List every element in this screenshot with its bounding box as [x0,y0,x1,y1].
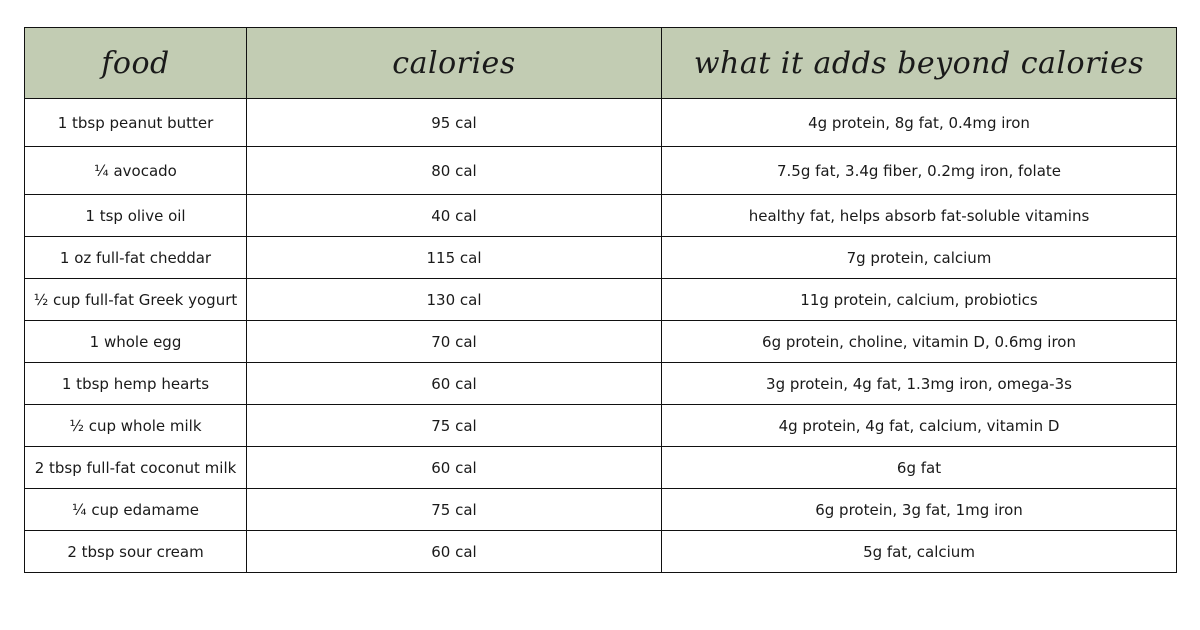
food-calorie-table: food calories what it adds beyond calori… [24,27,1177,573]
header-food: food [24,27,247,99]
cell-food: ½ cup full-fat Greek yogurt [24,278,247,321]
cell-calories: 75 cal [246,404,662,447]
table-row: 1 tsp olive oil 40 cal healthy fat, help… [24,194,1177,237]
cell-adds: 7.5g fat, 3.4g fiber, 0.2mg iron, folate [661,146,1177,195]
cell-adds: 4g protein, 8g fat, 0.4mg iron [661,98,1177,147]
cell-food: 1 tbsp peanut butter [24,98,247,147]
cell-calories: 60 cal [246,530,662,573]
cell-calories: 95 cal [246,98,662,147]
cell-calories: 60 cal [246,446,662,489]
cell-adds: 6g protein, choline, vitamin D, 0.6mg ir… [661,320,1177,363]
cell-food: 1 tsp olive oil [24,194,247,237]
table-row: 1 whole egg 70 cal 6g protein, choline, … [24,320,1177,363]
cell-calories: 60 cal [246,362,662,405]
cell-calories: 80 cal [246,146,662,195]
cell-adds: 6g protein, 3g fat, 1mg iron [661,488,1177,531]
header-adds: what it adds beyond calories [661,27,1177,99]
cell-calories: 70 cal [246,320,662,363]
table-row: ½ cup full-fat Greek yogurt 130 cal 11g … [24,278,1177,321]
cell-calories: 130 cal [246,278,662,321]
cell-adds: 7g protein, calcium [661,236,1177,279]
table-row: 1 tbsp hemp hearts 60 cal 3g protein, 4g… [24,362,1177,405]
cell-food: ¼ cup edamame [24,488,247,531]
cell-adds: 6g fat [661,446,1177,489]
cell-adds: 4g protein, 4g fat, calcium, vitamin D [661,404,1177,447]
cell-adds: healthy fat, helps absorb fat-soluble vi… [661,194,1177,237]
cell-food: ¼ avocado [24,146,247,195]
cell-food: 2 tbsp full-fat coconut milk [24,446,247,489]
table-row: ½ cup whole milk 75 cal 4g protein, 4g f… [24,404,1177,447]
table-row: ¼ cup edamame 75 cal 6g protein, 3g fat,… [24,488,1177,531]
cell-food: 1 oz full-fat cheddar [24,236,247,279]
cell-food: 1 tbsp hemp hearts [24,362,247,405]
cell-food: ½ cup whole milk [24,404,247,447]
cell-adds: 3g protein, 4g fat, 1.3mg iron, omega-3s [661,362,1177,405]
header-row: food calories what it adds beyond calori… [24,27,1177,99]
cell-adds: 11g protein, calcium, probiotics [661,278,1177,321]
table-row: ¼ avocado 80 cal 7.5g fat, 3.4g fiber, 0… [24,146,1177,195]
table-row: 1 tbsp peanut butter 95 cal 4g protein, … [24,98,1177,147]
table-row: 1 oz full-fat cheddar 115 cal 7g protein… [24,236,1177,279]
table-row: 2 tbsp full-fat coconut milk 60 cal 6g f… [24,446,1177,489]
table-body: 1 tbsp peanut butter 95 cal 4g protein, … [24,98,1177,573]
cell-food: 2 tbsp sour cream [24,530,247,573]
table-row: 2 tbsp sour cream 60 cal 5g fat, calcium [24,530,1177,573]
table-header: food calories what it adds beyond calori… [24,27,1177,99]
cell-calories: 40 cal [246,194,662,237]
header-calories: calories [246,27,662,99]
cell-food: 1 whole egg [24,320,247,363]
cell-adds: 5g fat, calcium [661,530,1177,573]
cell-calories: 75 cal [246,488,662,531]
cell-calories: 115 cal [246,236,662,279]
